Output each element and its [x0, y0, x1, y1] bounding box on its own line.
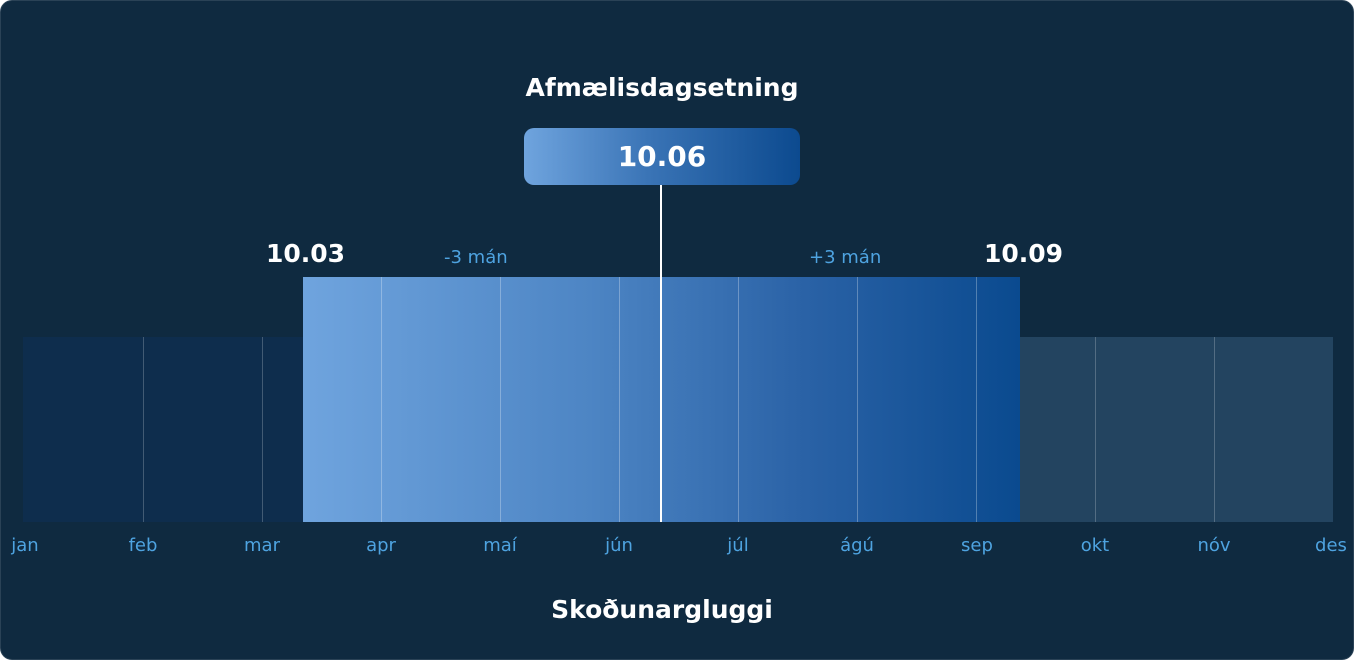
birthday-title: Afmælisdagsetning: [525, 73, 799, 102]
month-divider: [857, 277, 858, 522]
month-label-apr: apr: [366, 535, 396, 556]
window-start-date: 10.03: [266, 239, 346, 268]
window-end-date: 10.09: [984, 239, 1064, 268]
month-divider: [976, 277, 977, 522]
plus-three-months-label: +3 mán: [809, 247, 882, 268]
birthday-date-badge: 10.06: [524, 128, 800, 185]
month-label-feb: feb: [128, 535, 158, 556]
month-label-agu: ágú: [840, 535, 874, 556]
year-segment-after-window: [1020, 337, 1333, 522]
month-divider: [143, 337, 144, 522]
month-label-sep: sep: [961, 535, 993, 556]
month-label-jan: jan: [11, 535, 39, 556]
month-label-des: des: [1315, 535, 1347, 556]
month-label-nov: nóv: [1197, 535, 1231, 556]
month-label-jul: júl: [727, 535, 749, 556]
month-divider: [500, 277, 501, 522]
minus-three-months-label: -3 mán: [444, 247, 508, 268]
month-label-jun: jún: [605, 535, 633, 556]
month-label-okt: okt: [1080, 535, 1110, 556]
year-segment-before-window: [23, 337, 303, 522]
month-label-mar: mar: [244, 535, 280, 556]
month-divider: [262, 337, 263, 522]
month-divider: [381, 277, 382, 522]
birthday-date-value: 10.06: [617, 140, 707, 173]
month-divider: [1214, 337, 1215, 522]
month-divider: [1095, 337, 1096, 522]
month-divider: [738, 277, 739, 522]
viewing-window-title: Skoðunargluggi: [551, 595, 773, 624]
birthday-marker-line: [660, 185, 662, 522]
month-divider: [619, 277, 620, 522]
month-label-mai: maí: [483, 535, 517, 556]
